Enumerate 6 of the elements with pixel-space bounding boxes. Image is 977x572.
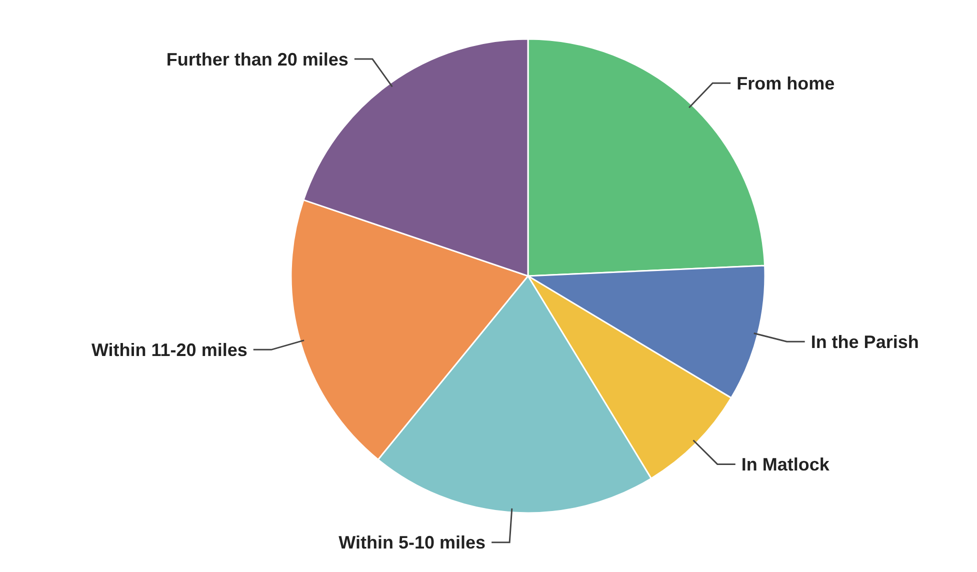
slice-label: In the Parish: [810, 332, 919, 352]
slice-label: Within 11-20 miles: [91, 340, 248, 360]
slice-label: From home: [736, 73, 835, 94]
slice-label: In Matlock: [741, 454, 830, 475]
slice-label: Within 5-10 miles: [338, 532, 486, 553]
slice-label: Further than 20 miles: [166, 49, 348, 70]
